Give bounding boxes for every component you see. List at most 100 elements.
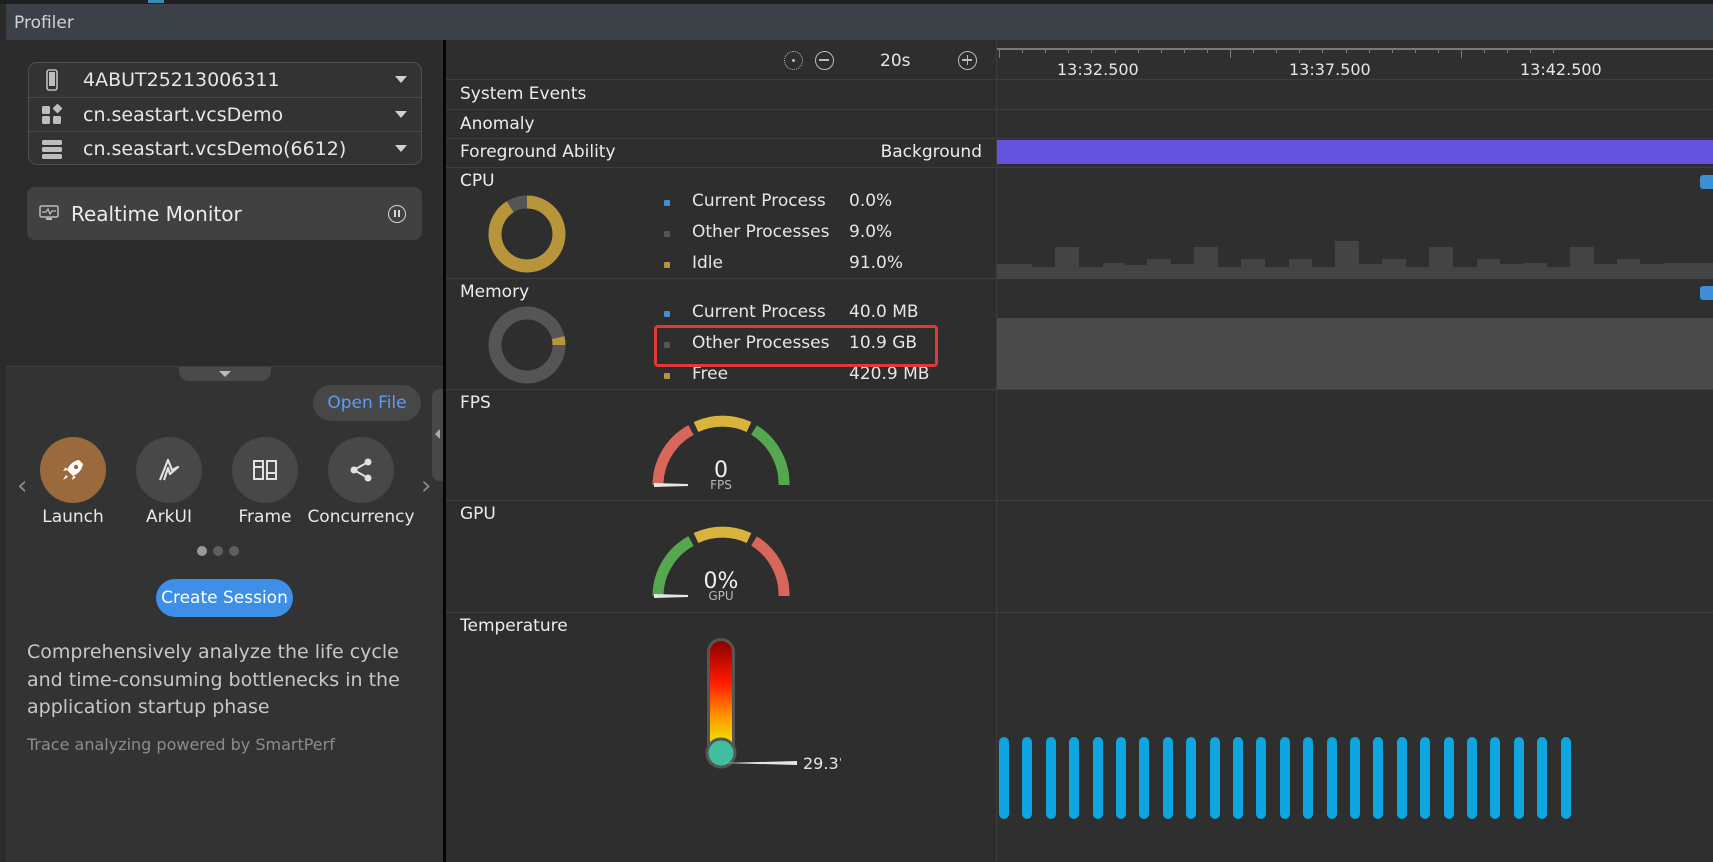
tool-frame-button[interactable]	[232, 437, 298, 503]
track-anomaly[interactable]	[997, 110, 1713, 139]
open-file-button[interactable]: Open File	[313, 385, 421, 421]
row-label: Memory	[460, 282, 530, 302]
pager-dots[interactable]	[197, 541, 245, 560]
row-gpu[interactable]: GPU 0% GPU	[446, 501, 996, 613]
track-cpu[interactable]	[997, 168, 1713, 279]
zoom-in-icon[interactable]	[958, 51, 977, 70]
collapse-handle[interactable]	[179, 367, 271, 381]
tool-launch-button[interactable]	[40, 437, 106, 503]
memory-track-marker[interactable]	[1700, 286, 1713, 300]
track-system-events[interactable]	[997, 80, 1713, 110]
ruler-tick	[1414, 48, 1416, 53]
apps-icon	[42, 104, 63, 124]
row-label: CPU	[460, 171, 495, 191]
temperature-sample-bar	[1467, 737, 1477, 819]
ruler-tick	[1230, 48, 1231, 58]
ruler-tick	[1253, 48, 1255, 53]
realtime-monitor-card[interactable]: Realtime Monitor	[27, 187, 422, 240]
gauge-green-arc	[750, 425, 790, 486]
temperature-sample-bar	[1350, 737, 1360, 819]
temperature-sample-bar	[1279, 737, 1290, 819]
app-select[interactable]: cn.seastart.vcsDemo	[29, 97, 421, 131]
legend-value: 91.0%	[849, 253, 904, 273]
gauge-red-arc	[750, 536, 790, 597]
row-foreground-ability[interactable]: Foreground Ability Background	[446, 139, 996, 168]
gauge-red-arc	[652, 425, 694, 486]
thermometer-bulb	[705, 737, 737, 769]
gpu-value: 0%	[704, 569, 739, 594]
temperature-sample-bar	[1139, 737, 1150, 819]
track-fps[interactable]	[997, 390, 1713, 501]
foreground-state-bar[interactable]	[997, 140, 1713, 164]
device-select[interactable]: 4ABUT25213006311	[29, 63, 421, 97]
ruler-tick	[1114, 48, 1116, 53]
legend-name: Idle	[692, 253, 723, 273]
ruler-tick	[1484, 48, 1486, 53]
process-select[interactable]: cn.seastart.vcsDemo(6612)	[29, 131, 421, 165]
temperature-sample-bar	[1092, 737, 1103, 819]
create-session-button[interactable]: Create Session	[156, 579, 293, 617]
row-label: System Events	[460, 84, 587, 104]
ruler-tick	[1022, 48, 1024, 53]
row-label: Foreground Ability	[460, 142, 616, 162]
track-foreground[interactable]	[997, 139, 1713, 168]
row-temperature[interactable]: Temperature 29.3°C	[446, 613, 996, 862]
gauge-needle	[654, 594, 688, 598]
rocket-icon	[63, 460, 83, 480]
metrics-panel: 20s System Events Anomaly Foreground Abi…	[446, 40, 996, 862]
ruler-tick	[1137, 48, 1139, 53]
row-label: GPU	[460, 504, 496, 524]
temperature-sample-bar	[1045, 737, 1056, 819]
panel-divider[interactable]	[443, 40, 446, 862]
tool-label: Frame	[238, 507, 292, 527]
track-gpu[interactable]	[997, 501, 1713, 613]
share-nodes-icon	[350, 458, 372, 482]
track-temperature[interactable]	[997, 613, 1713, 862]
ruler-tick	[1391, 48, 1393, 53]
reset-zoom-icon[interactable]	[784, 51, 803, 70]
cpu-track-marker[interactable]	[1700, 175, 1713, 189]
row-memory[interactable]: Memory Current Process 40.0 MB Other Pro…	[446, 279, 996, 390]
tool-description: Comprehensively analyze the life cycle a…	[27, 641, 400, 718]
top-strip	[0, 0, 1713, 4]
temperature-sample-bar	[999, 737, 1009, 819]
chevron-down-icon	[395, 111, 407, 118]
ruler-tick	[1530, 48, 1532, 53]
legend-value: 9.0%	[849, 222, 893, 242]
tab-indicator	[148, 0, 164, 3]
tool-concurrency-button[interactable]	[328, 437, 394, 503]
tool-arkui-button[interactable]	[136, 437, 202, 503]
ruler-tick	[1437, 48, 1439, 53]
legend-dot	[664, 342, 670, 348]
legend-name: Current Process	[692, 302, 826, 322]
tick-label: 13:32.500	[1057, 60, 1139, 79]
chevron-right-icon[interactable]: ›	[421, 471, 432, 501]
row-fps[interactable]: FPS 0 FPS	[446, 390, 996, 501]
temperature-sample-bar	[1537, 737, 1548, 819]
track-memory[interactable]	[997, 279, 1713, 390]
zoom-out-icon[interactable]	[815, 51, 834, 70]
pause-icon[interactable]	[388, 205, 406, 223]
ruler-tick	[1345, 48, 1347, 53]
legend-dot	[664, 231, 670, 237]
monitor-icon	[39, 205, 59, 220]
chevron-left-icon[interactable]: ‹	[17, 471, 28, 501]
cpu-donut-chart	[488, 195, 566, 273]
chevron-down-icon	[395, 145, 407, 152]
device-serial: 4ABUT25213006311	[83, 69, 280, 91]
time-ruler[interactable]: 13:32.500 13:37.500 13:42.500	[997, 40, 1713, 80]
server-icon	[42, 140, 62, 159]
chevron-down-icon	[395, 76, 407, 83]
row-anomaly[interactable]: Anomaly	[446, 110, 996, 139]
temperature-sample-bar	[1233, 737, 1243, 819]
tick-label: 13:42.500	[1520, 60, 1602, 79]
device-selector-group: 4ABUT25213006311 cn.seastart.vcsDemo cn.…	[28, 62, 422, 165]
temperature-sample-bar	[1373, 737, 1384, 819]
app-name: cn.seastart.vcsDemo	[83, 104, 284, 126]
row-system-events[interactable]: System Events	[446, 80, 996, 110]
temperature-sample-bar	[1303, 737, 1314, 819]
side-collapse-handle[interactable]	[432, 389, 444, 481]
row-cpu[interactable]: CPU Current Process 0.0% Other Processes…	[446, 168, 996, 279]
session-panel: Open File ‹ › Launch ArkUI Frame Concurr…	[6, 366, 444, 862]
ruler-tick	[1368, 48, 1370, 53]
